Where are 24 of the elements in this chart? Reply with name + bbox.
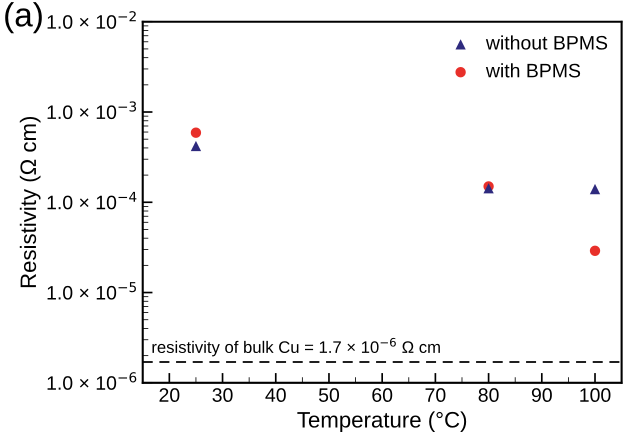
- x-tick-label: 50: [318, 388, 340, 402]
- text: (a): [5, 2, 42, 34]
- y-tick-label: 1.0 × 10$^{−4}$: [48, 192, 136, 210]
- y-tick-label: 1.0 × 10$^{−5}$: [48, 282, 136, 300]
- y-tick-label: 1.0 × 10$^{−3}$: [48, 101, 136, 120]
- point: [190, 140, 202, 152]
- x-tick-label: 70: [426, 388, 446, 402]
- x-tick-label: 80: [478, 388, 499, 402]
- legend-label: without BPMS: [486, 35, 608, 50]
- x-tick-label: 90: [532, 388, 552, 402]
- y-tick-label: 1.0 × 10$^{−2}$: [48, 11, 136, 29]
- x-axis-title: Temperature (°C): [297, 411, 466, 432]
- legend-label: with BPMS: [486, 63, 580, 78]
- x-tick-label: 20: [160, 388, 180, 402]
- point: [590, 184, 600, 194]
- ref-line-label: resistivity of bulk Cu = 1.7 × 10$^{−6}$ Ω cm: [152, 338, 440, 356]
- y-tick-label: 1.0 × 10$^{−6}$: [48, 372, 136, 390]
- point: [590, 246, 600, 256]
- x-tick-label: 40: [265, 388, 286, 402]
- point: [190, 128, 202, 138]
- x-tick-label: 30: [212, 388, 233, 402]
- x-tick-label: 60: [372, 388, 392, 402]
- x-tick-label: 100: [580, 388, 610, 402]
- y-axis-title: Resistivity (Ω cm): [20, 116, 41, 288]
